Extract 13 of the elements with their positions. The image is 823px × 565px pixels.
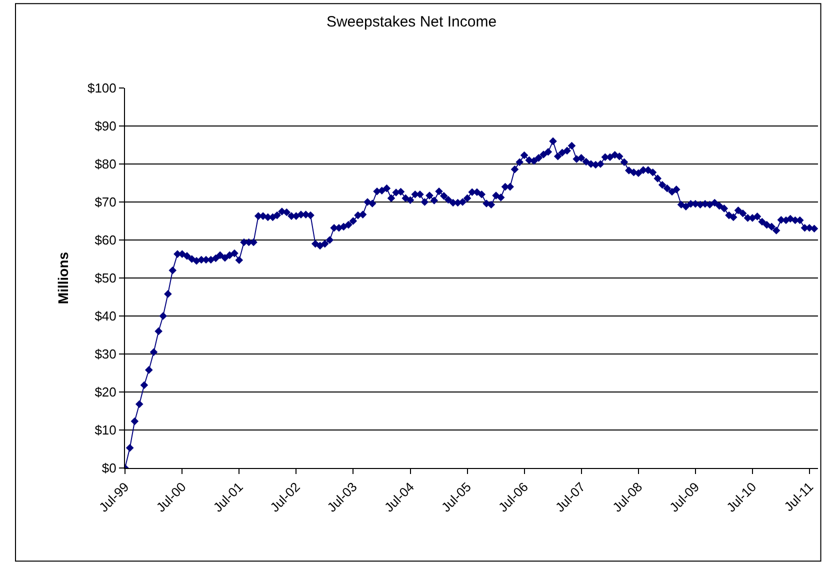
y-tick-label: $80	[94, 156, 116, 172]
chart-title: Sweepstakes Net Income	[326, 14, 497, 31]
y-tick-label: $20	[94, 384, 116, 400]
y-tick-label: $50	[94, 270, 116, 286]
y-tick-label: $10	[94, 422, 116, 438]
y-tick-label: $40	[94, 308, 116, 324]
y-tick-label: $30	[94, 346, 116, 362]
y-axis-title: Millions	[55, 252, 72, 304]
y-tick-label: $60	[94, 232, 116, 248]
y-tick-label: $70	[94, 194, 116, 210]
y-tick-label: $0	[102, 460, 116, 476]
y-tick-label: $100	[87, 80, 116, 96]
y-tick-label: $90	[94, 118, 116, 134]
